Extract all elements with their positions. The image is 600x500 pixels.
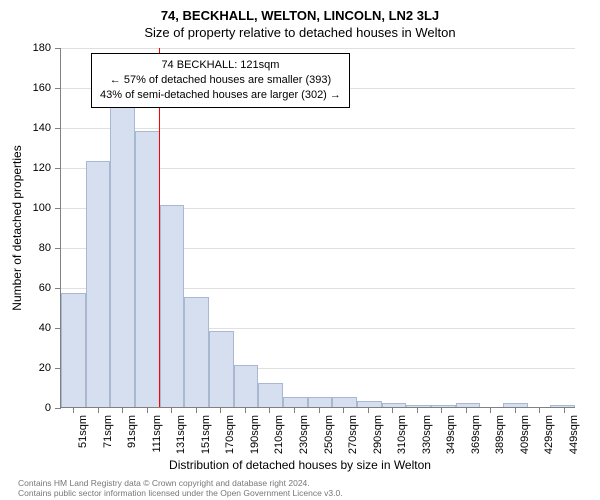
xtick-label: 389sqm <box>494 415 506 454</box>
ytick-label: 140 <box>33 122 61 134</box>
y-axis-title: Number of detached properties <box>10 145 24 310</box>
ytick-label: 40 <box>39 322 61 334</box>
annotation-line: ← 57% of detached houses are smaller (39… <box>100 73 341 88</box>
xtick <box>269 407 270 413</box>
ytick-label: 0 <box>45 402 61 414</box>
xtick-label: 91sqm <box>126 415 138 448</box>
ytick-label: 20 <box>39 362 61 374</box>
xtick-label: 111sqm <box>151 415 163 453</box>
bar <box>61 293 86 407</box>
xtick-label: 290sqm <box>372 415 384 454</box>
xtick-label: 230sqm <box>298 415 310 454</box>
xtick-label: 51sqm <box>77 415 89 448</box>
xtick-label: 131sqm <box>175 415 187 454</box>
xtick <box>417 407 418 413</box>
xtick <box>441 407 442 413</box>
bar <box>258 383 283 407</box>
xtick-label: 270sqm <box>347 415 359 454</box>
xtick <box>196 407 197 413</box>
bar <box>184 297 209 407</box>
annotation-line: 74 BECKHALL: 121sqm <box>100 58 341 73</box>
xtick <box>539 407 540 413</box>
xtick-label: 449sqm <box>568 415 580 454</box>
xtick <box>368 407 369 413</box>
bar <box>456 403 481 407</box>
xtick <box>220 407 221 413</box>
title-main: 74, BECKHALL, WELTON, LINCOLN, LN2 3LJ <box>0 0 600 23</box>
xtick-label: 210sqm <box>273 415 285 454</box>
bar <box>86 161 111 407</box>
xtick <box>392 407 393 413</box>
x-axis-title: Distribution of detached houses by size … <box>0 458 600 472</box>
xtick <box>515 407 516 413</box>
bar <box>209 331 234 407</box>
bar <box>357 401 382 407</box>
bar <box>332 397 357 407</box>
bar <box>135 131 160 407</box>
xtick <box>73 407 74 413</box>
ytick-label: 180 <box>33 42 61 54</box>
xtick-label: 250sqm <box>323 415 335 454</box>
xtick <box>343 407 344 413</box>
xtick-label: 71sqm <box>102 415 114 448</box>
bar <box>234 365 259 407</box>
ytick-label: 100 <box>33 202 61 214</box>
ytick-label: 60 <box>39 282 61 294</box>
bar <box>160 205 185 407</box>
xtick-label: 349sqm <box>445 415 457 454</box>
annotation-line: 43% of semi-detached houses are larger (… <box>100 88 341 103</box>
xtick <box>466 407 467 413</box>
ytick-label: 80 <box>39 242 61 254</box>
xtick <box>98 407 99 413</box>
bar <box>283 397 308 407</box>
xtick-label: 409sqm <box>519 415 531 454</box>
bar <box>431 405 456 407</box>
bar <box>382 403 407 407</box>
xtick <box>171 407 172 413</box>
footer-line2: Contains public sector information licen… <box>18 488 343 498</box>
xtick-label: 151sqm <box>200 415 212 454</box>
xtick <box>564 407 565 413</box>
xtick-label: 429sqm <box>543 415 555 454</box>
annotation-box: 74 BECKHALL: 121sqm← 57% of detached hou… <box>91 53 350 108</box>
xtick <box>245 407 246 413</box>
chart-area: 020406080100120140160180 51sqm71sqm91sqm… <box>60 48 575 408</box>
xtick-label: 190sqm <box>249 415 261 454</box>
ytick-label: 160 <box>33 82 61 94</box>
xtick <box>147 407 148 413</box>
bar <box>406 405 431 407</box>
bar <box>110 93 135 407</box>
xtick-label: 310sqm <box>396 415 408 454</box>
title-sub: Size of property relative to detached ho… <box>0 23 600 40</box>
xtick <box>294 407 295 413</box>
xtick <box>122 407 123 413</box>
xtick <box>319 407 320 413</box>
footer: Contains HM Land Registry data © Crown c… <box>18 478 343 498</box>
xtick-label: 170sqm <box>224 415 236 454</box>
xtick <box>490 407 491 413</box>
bar <box>308 397 333 407</box>
xtick-label: 369sqm <box>470 415 482 454</box>
ytick-label: 120 <box>33 162 61 174</box>
xtick-label: 330sqm <box>421 415 433 454</box>
footer-line1: Contains HM Land Registry data © Crown c… <box>18 478 343 488</box>
